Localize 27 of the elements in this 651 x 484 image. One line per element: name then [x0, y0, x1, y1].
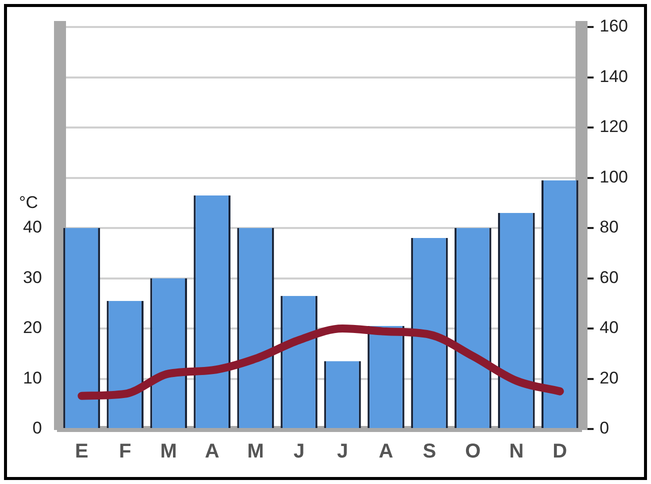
x-tick-label: D [552, 440, 568, 463]
y-tick-label: 30 [22, 268, 42, 287]
y2-tick-label: 0 [600, 418, 610, 438]
y2-tick-label: 140 [600, 66, 628, 86]
y-axis-title: °C [19, 193, 38, 212]
y2-tick-label: 60 [600, 268, 619, 287]
x-tick-label: A [204, 440, 220, 463]
y2-tick-label: 40 [600, 318, 619, 338]
x-tick-label: F [119, 440, 132, 463]
y-tick-label: 0 [32, 418, 42, 438]
y2-tick-label: 120 [600, 117, 628, 136]
x-tick-label: J [336, 440, 348, 463]
x-tick-label: M [160, 440, 177, 463]
y2-tick-label: 160 [600, 16, 628, 36]
x-tick-label: N [509, 440, 524, 463]
y2-tick-label: 20 [600, 368, 619, 388]
x-tick-label: S [422, 440, 436, 463]
x-tick-label: E [74, 440, 88, 463]
y-tick-label: 10 [22, 368, 42, 388]
x-tick-label: M [247, 440, 264, 463]
y-tick-label: 40 [22, 218, 42, 237]
x-tick-label: A [378, 440, 394, 463]
x-tick-label: O [465, 440, 481, 463]
y-tick-label: 20 [22, 318, 42, 338]
y2-tick-label: 100 [600, 167, 628, 186]
y2-tick-label: 80 [600, 218, 619, 237]
x-tick-label: J [293, 440, 305, 463]
